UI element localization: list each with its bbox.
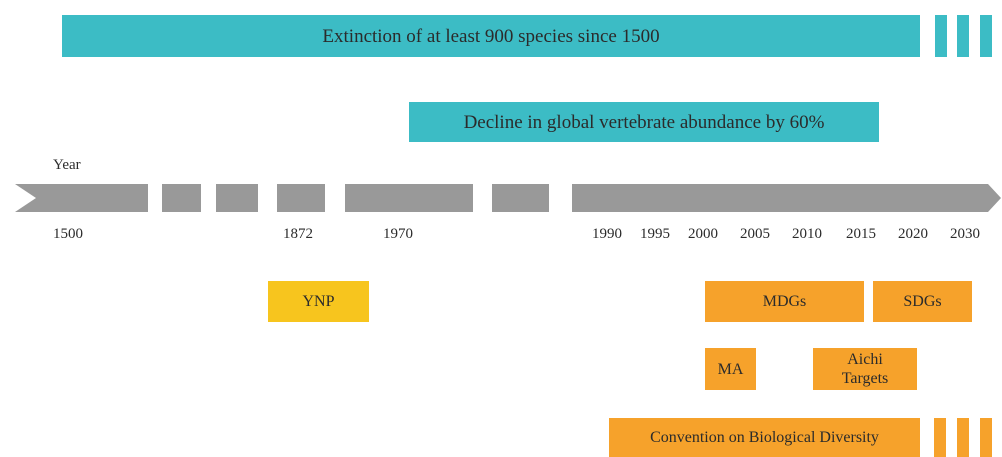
ma-box: MA [705,348,756,390]
aichi-box: Aichi Targets [813,348,917,390]
dash [934,418,946,457]
segment [216,184,258,212]
arrow-head [572,184,1001,212]
extinction-bar: Extinction of at least 900 species since… [62,15,920,57]
year: 1872 [283,226,313,242]
segment [492,184,549,212]
year: 2015 [846,226,876,242]
segment [345,184,473,212]
dash [957,418,969,457]
ynp-box: YNP [268,281,369,322]
dash [957,15,969,57]
dash [980,15,992,57]
year: 1995 [640,226,670,242]
year: 1990 [592,226,622,242]
axis-label: Year [53,157,81,173]
cbd-box: Convention on Biological Diversity [609,418,920,457]
decline-bar: Decline in global vertebrate abundance b… [409,102,879,142]
year: 2000 [688,226,718,242]
year: 2010 [792,226,822,242]
year: 1500 [53,226,83,242]
dash [980,418,992,457]
year: 2005 [740,226,770,242]
year: 2030 [950,226,980,242]
arrow-tail [15,184,148,212]
segment [277,184,325,212]
segment [162,184,201,212]
mdgs-box: MDGs [705,281,864,322]
sdgs-box: SDGs [873,281,972,322]
dash [935,15,947,57]
year: 2020 [898,226,928,242]
year: 1970 [383,226,413,242]
